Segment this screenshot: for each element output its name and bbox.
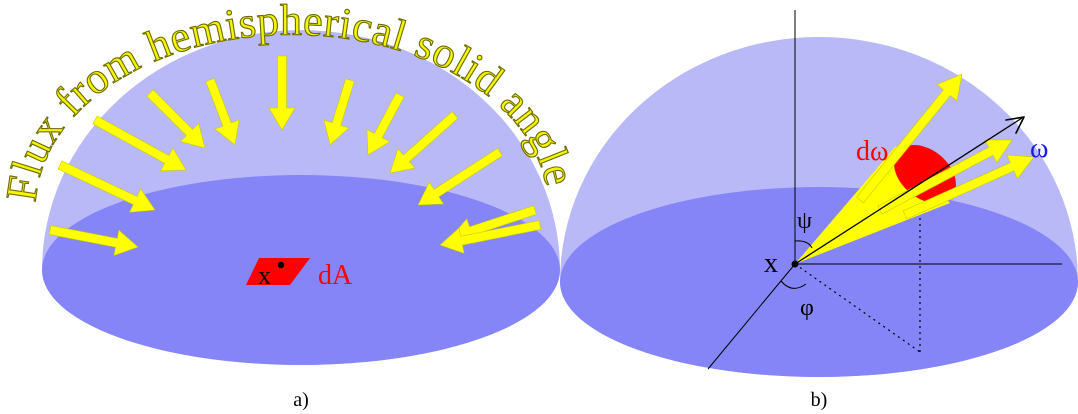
solid-angle-disk-icon — [894, 144, 956, 204]
caption-a: a) — [293, 389, 309, 411]
point-label-a: x — [258, 261, 271, 290]
outgoing-flux-arrow-icon-1 — [856, 73, 963, 204]
incoming-flux-arrow-icon-7 — [323, 78, 355, 146]
incoming-flux-arrow-icon-5 — [205, 78, 240, 146]
incoming-flux-arrow-icon-12 — [439, 220, 542, 254]
direction-omega-arrowhead-icon — [1005, 116, 1025, 134]
point-dot-a — [277, 261, 285, 269]
point-dot-b — [791, 260, 799, 268]
projection-lines — [794, 182, 921, 353]
incoming-flux-arrow-icon-9 — [389, 111, 459, 174]
surface-patch-icon — [246, 258, 310, 285]
area-label-da: dA — [318, 260, 353, 291]
panel-a: x dA Flux from hemispherical solid angle… — [0, 0, 585, 411]
incoming-flux-arrows — [48, 55, 542, 257]
incoming-flux-arrow-icon-6 — [268, 55, 296, 131]
incoming-flux-arrow-icon-1 — [48, 225, 139, 257]
direction-label: ω — [1030, 133, 1048, 164]
outgoing-flux-arrow-icon-2 — [877, 139, 1013, 215]
azimuth-angle-arc — [780, 280, 807, 289]
incoming-flux-arrow-icon-2 — [57, 160, 156, 213]
caption-b: b) — [811, 389, 828, 411]
coordinate-axes-icon — [707, 10, 1062, 370]
incoming-flux-arrow-icon-10 — [417, 147, 503, 206]
direction-omega-line — [794, 117, 1023, 265]
projection-floor — [794, 263, 921, 353]
azimuth-angle-label: φ — [800, 295, 814, 321]
outgoing-flux-arrows — [856, 73, 1035, 220]
panel-b: x ψ φ dω ω b) — [560, 10, 1078, 411]
point-label-b: x — [764, 248, 778, 279]
polar-angle-label: ψ — [797, 208, 812, 234]
incoming-flux-arrow-icon-8 — [366, 92, 405, 156]
incoming-flux-arrow-icon-4 — [146, 89, 206, 149]
base-disk-b — [560, 187, 1078, 377]
solid-angle-label: dω — [856, 136, 888, 167]
incoming-flux-arrow-icon-3 — [92, 115, 187, 172]
outgoing-flux-arrow-icon-3 — [902, 154, 1035, 220]
axis-diagonal — [707, 263, 796, 370]
polar-angle-arc — [794, 240, 813, 249]
